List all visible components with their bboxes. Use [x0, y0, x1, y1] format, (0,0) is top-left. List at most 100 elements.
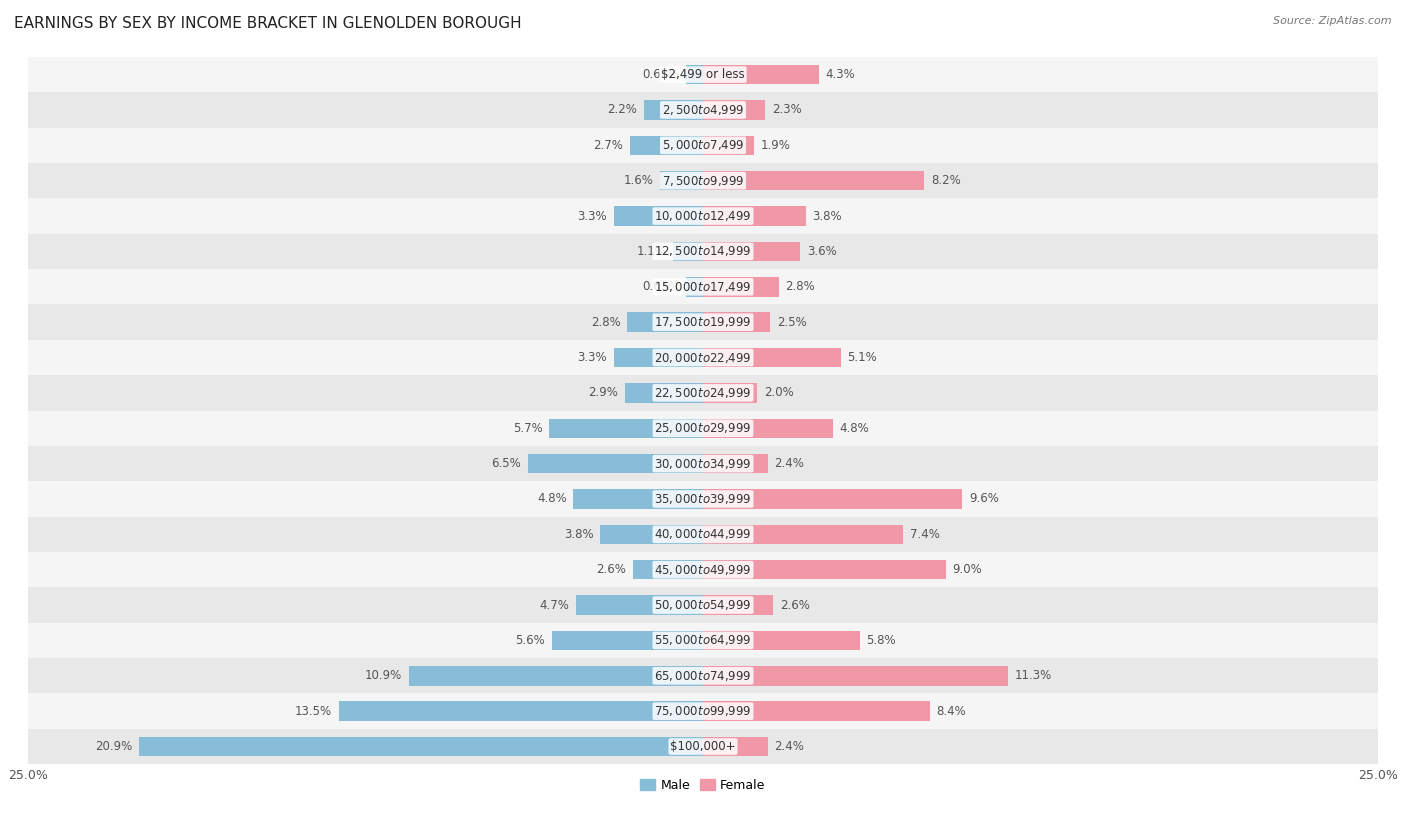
Bar — [28, 163, 1378, 198]
Bar — [28, 587, 1378, 623]
Bar — [574, 489, 703, 509]
Text: 2.9%: 2.9% — [588, 386, 619, 399]
Bar — [703, 524, 903, 544]
Text: $100,000+: $100,000+ — [671, 740, 735, 753]
Bar — [703, 419, 832, 438]
Text: 20.9%: 20.9% — [94, 740, 132, 753]
Bar — [28, 233, 1378, 269]
Bar — [139, 737, 703, 756]
Text: 5.7%: 5.7% — [513, 422, 543, 435]
Bar — [614, 207, 703, 226]
Text: $55,000 to $64,999: $55,000 to $64,999 — [654, 633, 752, 647]
Text: EARNINGS BY SEX BY INCOME BRACKET IN GLENOLDEN BOROUGH: EARNINGS BY SEX BY INCOME BRACKET IN GLE… — [14, 16, 522, 31]
Text: 2.8%: 2.8% — [591, 315, 620, 328]
Text: $30,000 to $34,999: $30,000 to $34,999 — [654, 457, 752, 471]
Text: 2.7%: 2.7% — [593, 139, 623, 152]
Text: $10,000 to $12,499: $10,000 to $12,499 — [654, 209, 752, 223]
Bar — [551, 631, 703, 650]
Text: 2.2%: 2.2% — [607, 103, 637, 116]
Bar — [28, 375, 1378, 411]
Text: 10.9%: 10.9% — [364, 669, 402, 682]
Bar — [624, 383, 703, 402]
Text: $45,000 to $49,999: $45,000 to $49,999 — [654, 563, 752, 576]
Bar — [703, 65, 820, 85]
Bar — [703, 207, 806, 226]
Legend: Male, Female: Male, Female — [636, 774, 770, 797]
Bar — [703, 277, 779, 297]
Bar — [630, 136, 703, 155]
Bar — [703, 348, 841, 367]
Bar — [703, 560, 946, 580]
Text: 1.6%: 1.6% — [623, 174, 652, 187]
Text: 4.3%: 4.3% — [825, 68, 856, 81]
Text: 2.3%: 2.3% — [772, 103, 801, 116]
Bar — [28, 693, 1378, 729]
Text: $50,000 to $54,999: $50,000 to $54,999 — [654, 598, 752, 612]
Bar — [703, 737, 768, 756]
Text: $5,000 to $7,499: $5,000 to $7,499 — [662, 138, 744, 152]
Text: 2.4%: 2.4% — [775, 740, 804, 753]
Bar — [673, 241, 703, 261]
Bar — [627, 312, 703, 332]
Bar — [703, 171, 924, 190]
Bar — [339, 702, 703, 721]
Text: 2.5%: 2.5% — [778, 315, 807, 328]
Bar — [28, 481, 1378, 517]
Text: $17,500 to $19,999: $17,500 to $19,999 — [654, 315, 752, 329]
Text: 5.8%: 5.8% — [866, 634, 896, 647]
Bar — [28, 304, 1378, 340]
Bar — [576, 595, 703, 615]
Text: $65,000 to $74,999: $65,000 to $74,999 — [654, 669, 752, 683]
Bar — [28, 92, 1378, 128]
Text: 8.4%: 8.4% — [936, 705, 966, 718]
Bar — [633, 560, 703, 580]
Text: 1.9%: 1.9% — [761, 139, 792, 152]
Text: $20,000 to $22,499: $20,000 to $22,499 — [654, 350, 752, 364]
Bar — [409, 666, 703, 685]
Text: $2,500 to $4,999: $2,500 to $4,999 — [662, 103, 744, 117]
Text: 0.63%: 0.63% — [643, 68, 679, 81]
Bar — [703, 631, 859, 650]
Text: 2.6%: 2.6% — [596, 563, 626, 576]
Bar — [28, 411, 1378, 446]
Text: $40,000 to $44,999: $40,000 to $44,999 — [654, 528, 752, 541]
Bar — [28, 57, 1378, 92]
Bar — [527, 454, 703, 473]
Bar — [703, 489, 962, 509]
Bar — [28, 659, 1378, 693]
Bar — [28, 269, 1378, 304]
Bar — [28, 517, 1378, 552]
Text: 4.8%: 4.8% — [537, 493, 567, 506]
Text: $22,500 to $24,999: $22,500 to $24,999 — [654, 386, 752, 400]
Bar — [600, 524, 703, 544]
Text: 2.8%: 2.8% — [786, 280, 815, 293]
Text: 5.1%: 5.1% — [848, 351, 877, 364]
Text: $75,000 to $99,999: $75,000 to $99,999 — [654, 704, 752, 718]
Text: 1.1%: 1.1% — [637, 245, 666, 258]
Bar — [28, 340, 1378, 375]
Bar — [28, 729, 1378, 764]
Bar — [703, 666, 1008, 685]
Text: 3.8%: 3.8% — [813, 210, 842, 223]
Bar — [659, 171, 703, 190]
Text: 2.0%: 2.0% — [763, 386, 793, 399]
Bar — [28, 198, 1378, 233]
Text: $7,500 to $9,999: $7,500 to $9,999 — [662, 174, 744, 188]
Bar — [28, 128, 1378, 163]
Text: 11.3%: 11.3% — [1015, 669, 1052, 682]
Bar — [703, 100, 765, 120]
Text: $15,000 to $17,499: $15,000 to $17,499 — [654, 280, 752, 293]
Bar — [550, 419, 703, 438]
Bar — [703, 454, 768, 473]
Bar — [644, 100, 703, 120]
Text: 2.4%: 2.4% — [775, 457, 804, 470]
Text: 13.5%: 13.5% — [295, 705, 332, 718]
Bar — [614, 348, 703, 367]
Bar — [703, 312, 770, 332]
Bar — [686, 65, 703, 85]
Text: 9.0%: 9.0% — [953, 563, 983, 576]
Bar — [703, 241, 800, 261]
Text: $2,499 or less: $2,499 or less — [661, 68, 745, 81]
Text: $25,000 to $29,999: $25,000 to $29,999 — [654, 421, 752, 435]
Text: 3.6%: 3.6% — [807, 245, 837, 258]
